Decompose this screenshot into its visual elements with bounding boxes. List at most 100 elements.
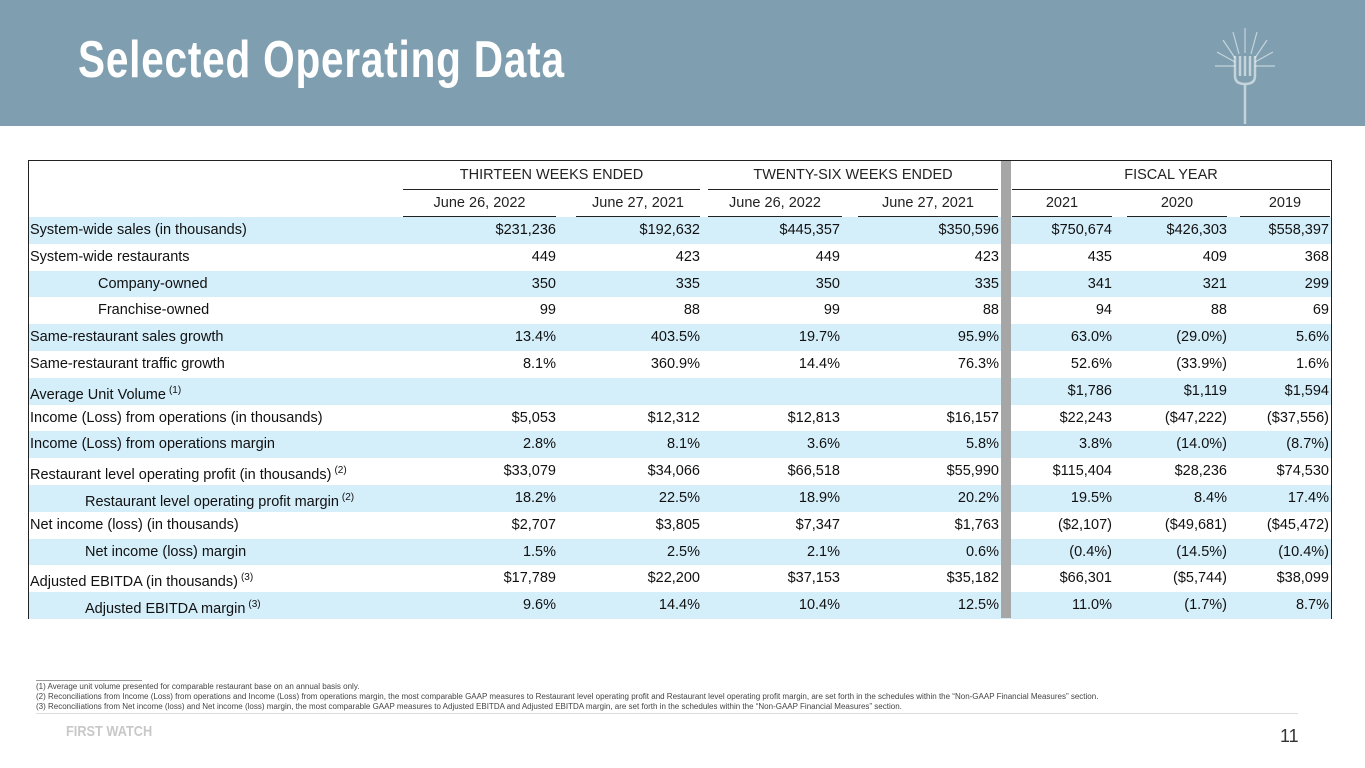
row-band: [29, 592, 1331, 619]
row-label: Average Unit Volume (1): [30, 378, 181, 409]
cell: 8.1%: [522, 356, 556, 372]
cell: 88: [1210, 302, 1227, 319]
cell: 19.7%: [798, 329, 840, 346]
cell: $192,632: [639, 222, 700, 238]
row-label: Company-owned: [98, 271, 208, 298]
cell: $1,763: [954, 516, 999, 533]
column-header: 2020: [1160, 195, 1194, 211]
cell: 1.6%: [1295, 356, 1329, 372]
cell: $1,786: [1067, 382, 1112, 399]
cell: 19.5%: [1070, 490, 1112, 506]
cell: $7,347: [795, 516, 840, 533]
row-label-text: Restaurant level operating profit margin: [85, 494, 339, 510]
cell: $3,805: [655, 516, 700, 533]
cell: (14.0%): [1176, 436, 1227, 453]
cell: 321: [1202, 275, 1227, 292]
cell: $37,153: [787, 570, 840, 587]
cell: 13.4%: [514, 329, 556, 346]
row-label: Same-restaurant sales growth: [30, 324, 223, 351]
row-band: [29, 538, 1331, 566]
cell: 423: [675, 248, 700, 265]
column-rule: [403, 216, 556, 217]
cell: $12,813: [787, 409, 840, 426]
cell: 95.9%: [957, 329, 999, 346]
cell: $16,157: [946, 409, 999, 426]
cell: 22.5%: [658, 490, 700, 506]
page-number: 11: [1280, 726, 1299, 746]
row-label: Net income (loss) margin: [85, 539, 246, 566]
row-band: [29, 217, 1331, 244]
cell: $1,119: [1183, 382, 1227, 399]
row-band: [29, 324, 1331, 351]
cell: $22,200: [647, 570, 700, 587]
row-label: Same-restaurant traffic growth: [30, 351, 225, 378]
row-label-text: Restaurant level operating profit (in th…: [30, 467, 332, 484]
cell: ($49,681): [1164, 516, 1227, 533]
column-header: 2021: [1045, 195, 1079, 211]
cell: (1.7%): [1184, 597, 1227, 614]
cell: $5,053: [511, 409, 556, 426]
column-header: June 26, 2022: [729, 195, 821, 211]
cell: 2.1%: [806, 543, 840, 560]
row-label: Income (Loss) from operations (in thousa…: [30, 405, 323, 432]
row-label: Restaurant level operating profit margin…: [85, 485, 354, 516]
cell: $231,236: [495, 222, 556, 238]
cell: (0.4%): [1069, 543, 1112, 560]
slide-title: Selected Operating Data: [78, 31, 565, 89]
header-band: [0, 0, 1365, 126]
cell: 14.4%: [658, 597, 700, 614]
footnote: (2) Reconciliations from Income (Loss) f…: [36, 692, 1099, 701]
cell: 423: [974, 248, 999, 265]
cell: 350: [815, 275, 840, 292]
cell: 8.4%: [1193, 490, 1227, 506]
row-label: System-wide restaurants: [30, 244, 190, 271]
cell: 350: [531, 275, 556, 292]
cell: 20.2%: [957, 490, 999, 506]
cell: 52.6%: [1070, 356, 1112, 372]
cell: 1.5%: [522, 543, 556, 560]
column-header: June 26, 2022: [433, 195, 526, 211]
cell: 5.6%: [1295, 329, 1329, 346]
cell: 341: [1087, 275, 1112, 292]
cell: $17,789: [503, 570, 556, 587]
footnote-ref: (2): [341, 492, 355, 503]
cell: 88: [982, 302, 999, 319]
row-label: Adjusted EBITDA (in thousands) (3): [30, 565, 253, 596]
cell: $115,404: [1052, 463, 1112, 480]
cell: $1,594: [1284, 382, 1329, 399]
row-band: [29, 485, 1331, 512]
cell: 3.8%: [1078, 436, 1112, 453]
column-rule: [1240, 216, 1330, 217]
footnote-rule: [36, 680, 142, 681]
cell: $350,596: [938, 222, 999, 238]
row-label: Income (Loss) from operations margin: [30, 431, 275, 458]
cell: (8.7%): [1286, 436, 1329, 453]
row-label-text: Net income (loss) margin: [85, 543, 247, 560]
column-header: 2019: [1268, 195, 1302, 211]
row-label-text: Same-restaurant sales growth: [30, 329, 224, 346]
cell: 0.6%: [965, 543, 999, 560]
cell: $74,530: [1276, 463, 1329, 480]
cell: $34,066: [647, 463, 700, 480]
group-rule: [708, 189, 998, 190]
cell: $750,674: [1051, 222, 1112, 238]
cell: 403.5%: [650, 329, 700, 346]
row-label: Restaurant level operating profit (in th…: [30, 458, 347, 489]
cell: 94: [1095, 302, 1112, 319]
cell: 76.3%: [957, 356, 999, 372]
cell: 10.4%: [798, 597, 840, 614]
cell: 335: [675, 275, 700, 292]
row-band: [29, 270, 1331, 298]
cell: $35,182: [946, 570, 999, 587]
row-label-text: Adjusted EBITDA (in thousands): [30, 574, 238, 591]
cell: 8.7%: [1295, 597, 1329, 614]
cell: $445,357: [779, 222, 840, 238]
cell: ($2,107): [1057, 516, 1112, 533]
row-label-text: System-wide sales (in thousands): [30, 222, 247, 238]
cell: ($37,556): [1266, 409, 1329, 426]
cell: 18.9%: [798, 490, 840, 506]
footnote: (3) Reconciliations from Net income (los…: [36, 702, 902, 711]
row-label: Franchise-owned: [98, 297, 209, 324]
cell: ($5,744): [1172, 570, 1227, 587]
cell: ($45,472): [1266, 516, 1329, 533]
